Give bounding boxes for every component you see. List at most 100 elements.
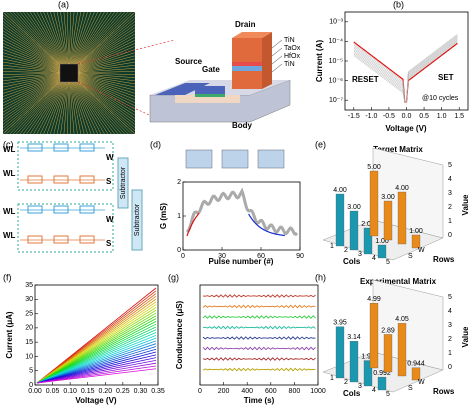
bond-wire [40,11,67,68]
label: 4 [372,387,376,394]
bond-wire [72,78,109,135]
bond-wire [16,11,64,68]
bond-wire [2,36,63,70]
bond-wire [74,11,122,68]
label: 3 [358,383,362,390]
label: 20 [25,325,33,332]
retention-line [202,304,316,309]
matrix-bar [377,376,387,391]
bond-wire [2,49,63,71]
label: TiN [284,61,295,68]
bond-wire [29,78,66,135]
bond-wire [6,11,63,68]
label: S [106,177,112,186]
label: 1.5 [454,113,464,120]
label: 3.00 [347,204,361,211]
iv-line [36,365,157,384]
label: 2.00 [361,221,375,228]
label: 2 [448,204,452,211]
zoom-line [77,81,161,121]
bond-wire [68,11,71,67]
label: 5 [448,162,452,169]
g-red [186,212,200,237]
bond-wire [2,75,63,97]
label: 0.05 [46,388,60,395]
bond-wire [75,77,136,119]
bond-wire [2,74,63,91]
bond-wire [36,11,67,68]
label: 5 [386,259,390,266]
bond-wire [69,79,78,135]
label: Gate [202,65,220,74]
bond-wire [36,78,67,135]
label: Cols [343,389,361,398]
bond-wire [2,72,63,75]
matrix-bar [349,341,359,383]
bond-wire [70,79,88,135]
bond-wire [75,64,136,73]
matrix-bar [411,234,421,249]
bond-wire [75,73,136,85]
bond-wire [2,68,63,73]
bond-wire [74,11,126,68]
bond-wire [12,78,64,135]
bond-wire [2,33,63,70]
body-layer [175,95,240,103]
bond-wire [2,27,63,69]
bond-wire [75,77,136,125]
bond-wire [75,75,136,103]
label: Subtractor [134,203,141,236]
bond-wire [75,75,136,100]
label: 0.10 [63,388,77,395]
label: S [106,239,112,248]
bond-wire [75,33,136,70]
bond-wire [75,74,136,88]
label: (e) [315,139,326,149]
retention-line [202,294,316,298]
label: 4.99 [367,296,381,303]
label: S [408,385,413,392]
label: 0 [29,382,33,389]
bond-wire [2,46,63,71]
bond-wire [2,30,63,69]
bond-wire [60,11,69,67]
bond-wire [2,75,63,103]
bond-wire [2,78,63,128]
label: Voltage (V) [75,396,117,405]
bond-wire [19,11,65,68]
bond-wire [56,79,69,135]
bond-wire [2,11,63,68]
label: 3 [358,251,362,258]
bond-wire [75,75,136,97]
bond-wire [2,61,63,73]
bond-wire [50,11,68,67]
cell [79,235,95,244]
bond-wire [60,79,69,135]
matrix-bar [349,210,359,251]
bond-wire [23,78,65,135]
bond-wire [71,11,98,68]
label: 1 [330,375,334,382]
dash-box [17,203,114,253]
retention-line [202,315,316,319]
label: Experimental Matrix [360,277,437,286]
label: 3.14 [347,334,361,341]
label: 0 [448,364,452,371]
label: 0.992 [373,370,391,377]
iv-line [36,346,157,384]
iv-line [36,360,157,384]
retention-line [202,346,316,351]
bond-wire [72,78,105,135]
bond-wire [63,79,69,135]
label: 90 [296,253,304,260]
label: W [418,379,425,386]
label: 1000 [310,388,326,395]
label: 200 [218,388,230,395]
label: 1 [448,350,452,357]
bond-wire [72,11,105,68]
label: 0.25 [116,388,130,395]
bond-wire [71,78,102,135]
bond-wire [2,14,63,68]
